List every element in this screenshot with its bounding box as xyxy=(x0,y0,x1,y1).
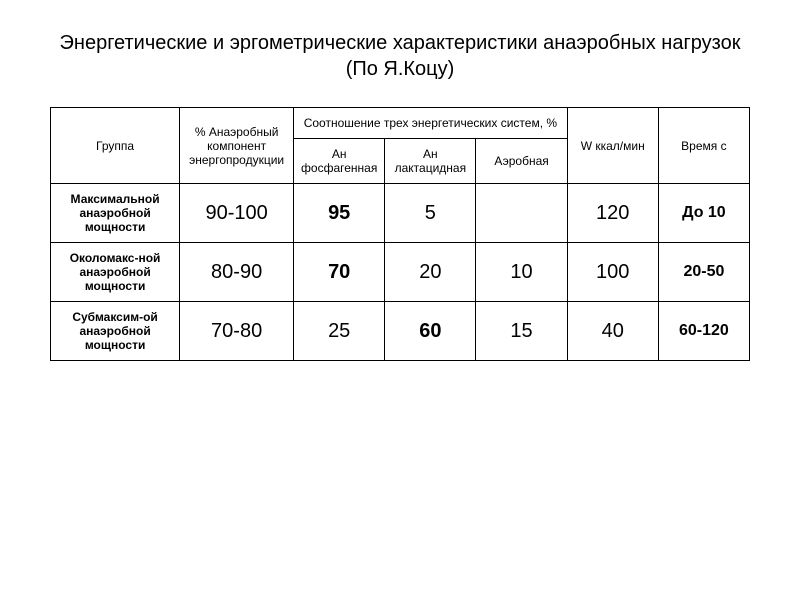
cell-lactate: 60 xyxy=(385,302,476,361)
header-time: Время с xyxy=(658,108,749,184)
characteristics-table: Группа % Анаэробный компонент энергопрод… xyxy=(50,107,750,361)
page-title: Энергетические и эргометрические характе… xyxy=(50,30,750,82)
cell-group: Субмаксим-ой анаэробной мощности xyxy=(51,302,180,361)
cell-aerobic: 15 xyxy=(476,302,567,361)
cell-lactate: 5 xyxy=(385,184,476,243)
cell-aerobic: 10 xyxy=(476,243,567,302)
header-lactate: Ан лактацидная xyxy=(385,139,476,184)
cell-anaerobic: 90-100 xyxy=(180,184,294,243)
header-group: Группа xyxy=(51,108,180,184)
cell-phosphagenic: 70 xyxy=(294,243,385,302)
cell-group: Максимальной анаэробной мощности xyxy=(51,184,180,243)
header-anaerobic: % Анаэробный компонент энергопродукции xyxy=(180,108,294,184)
header-w: W ккал/мин xyxy=(567,108,658,184)
cell-anaerobic: 70-80 xyxy=(180,302,294,361)
cell-lactate: 20 xyxy=(385,243,476,302)
cell-group: Околомакс-ной анаэробной мощности xyxy=(51,243,180,302)
table-body: Максимальной анаэробной мощности90-10095… xyxy=(51,184,750,361)
cell-w: 100 xyxy=(567,243,658,302)
cell-aerobic xyxy=(476,184,567,243)
cell-anaerobic: 80-90 xyxy=(180,243,294,302)
header-phosphagenic: Ан фосфагенная xyxy=(294,139,385,184)
header-aerobic: Аэробная xyxy=(476,139,567,184)
table-row: Максимальной анаэробной мощности90-10095… xyxy=(51,184,750,243)
table-row: Субмаксим-ой анаэробной мощности70-80256… xyxy=(51,302,750,361)
cell-w: 120 xyxy=(567,184,658,243)
cell-w: 40 xyxy=(567,302,658,361)
cell-time: 20-50 xyxy=(658,243,749,302)
cell-time: 60-120 xyxy=(658,302,749,361)
cell-time: До 10 xyxy=(658,184,749,243)
cell-phosphagenic: 25 xyxy=(294,302,385,361)
table-row: Околомакс-ной анаэробной мощности80-9070… xyxy=(51,243,750,302)
header-ratio: Соотношение трех энергетических систем, … xyxy=(294,108,568,139)
cell-phosphagenic: 95 xyxy=(294,184,385,243)
